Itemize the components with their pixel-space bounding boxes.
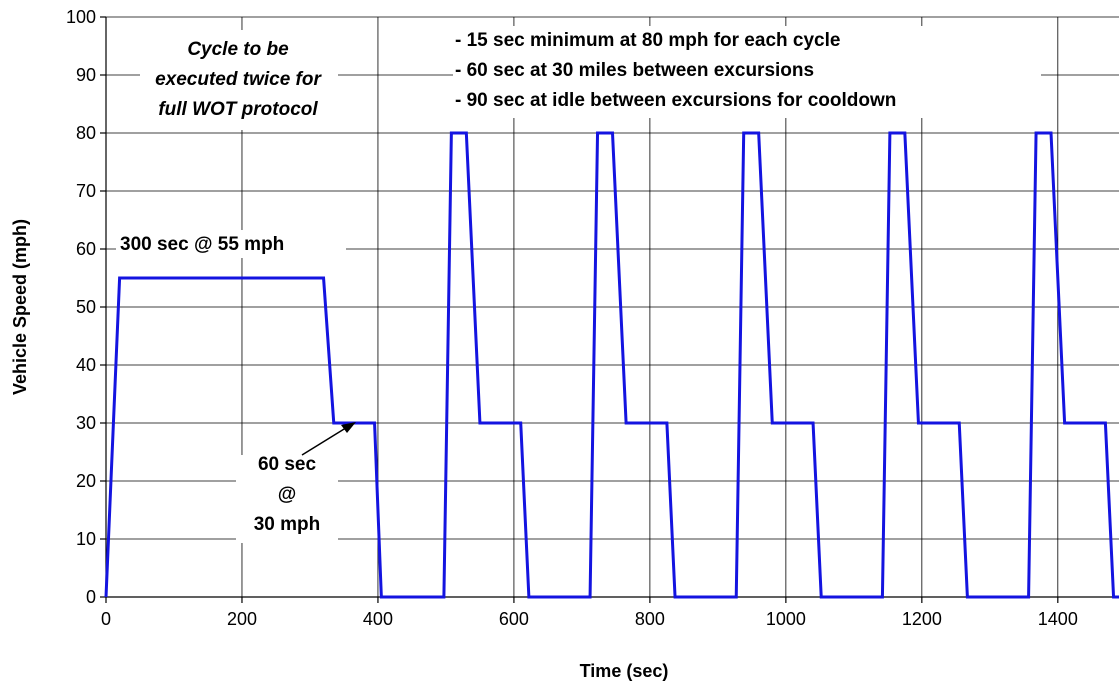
mid-note-line-1: 60 sec [258, 454, 317, 475]
cycle-note-line-3: full WOT protocol [158, 99, 318, 120]
axes [100, 16, 1119, 603]
mid-note-arrow-head [341, 422, 356, 433]
x-tick-label: 1200 [902, 609, 942, 629]
mid-note-line-2: @ [278, 484, 297, 505]
bullet-notes-bg [453, 26, 1041, 118]
x-tick-label: 0 [101, 609, 111, 629]
y-tick-label: 0 [86, 587, 96, 607]
y-tick-label: 60 [76, 239, 96, 259]
x-tick-label: 200 [227, 609, 257, 629]
mid-note-arrow-shaft [301, 425, 350, 456]
cycle-note-line-1: Cycle to be [187, 39, 289, 60]
cycle-note-line-2: executed twice for [155, 69, 322, 90]
y-tick-label: 70 [76, 181, 96, 201]
x-axis-title: Time (sec) [580, 661, 669, 681]
speed-series-line [104, 131, 1119, 599]
y-tick-label: 40 [76, 355, 96, 375]
bullet-note-1: - 15 sec minimum at 80 mph for each cycl… [455, 30, 840, 51]
y-tick-label: 50 [76, 297, 96, 317]
x-tick-labels: 0 200 400 600 800 1000 1200 1400 [101, 609, 1078, 629]
y-tick-label: 90 [76, 65, 96, 85]
x-tick-label: 600 [499, 609, 529, 629]
x-tick-label: 800 [635, 609, 665, 629]
y-axis-title: Vehicle Speed (mph) [10, 219, 30, 395]
y-tick-label: 80 [76, 123, 96, 143]
cycle-note-bg [140, 30, 338, 130]
y-tick-labels: 0 10 20 30 40 50 60 70 80 90 100 [66, 7, 96, 607]
x-tick-label: 1400 [1038, 609, 1078, 629]
y-tick-label: 100 [66, 7, 96, 27]
mid-note-line-3: 30 mph [254, 514, 321, 535]
x-tick-label: 1000 [766, 609, 806, 629]
steady-note: 300 sec @ 55 mph [120, 234, 284, 255]
y-tick-label: 20 [76, 471, 96, 491]
mid-note-bg [236, 455, 338, 543]
y-tick-label: 30 [76, 413, 96, 433]
steady-note-bg [116, 230, 346, 258]
bullet-note-2: - 60 sec at 30 miles between excursions [455, 60, 814, 81]
x-tick-label: 400 [363, 609, 393, 629]
bullet-note-3: - 90 sec at idle between excursions for … [455, 90, 896, 111]
y-tick-label: 10 [76, 529, 96, 549]
